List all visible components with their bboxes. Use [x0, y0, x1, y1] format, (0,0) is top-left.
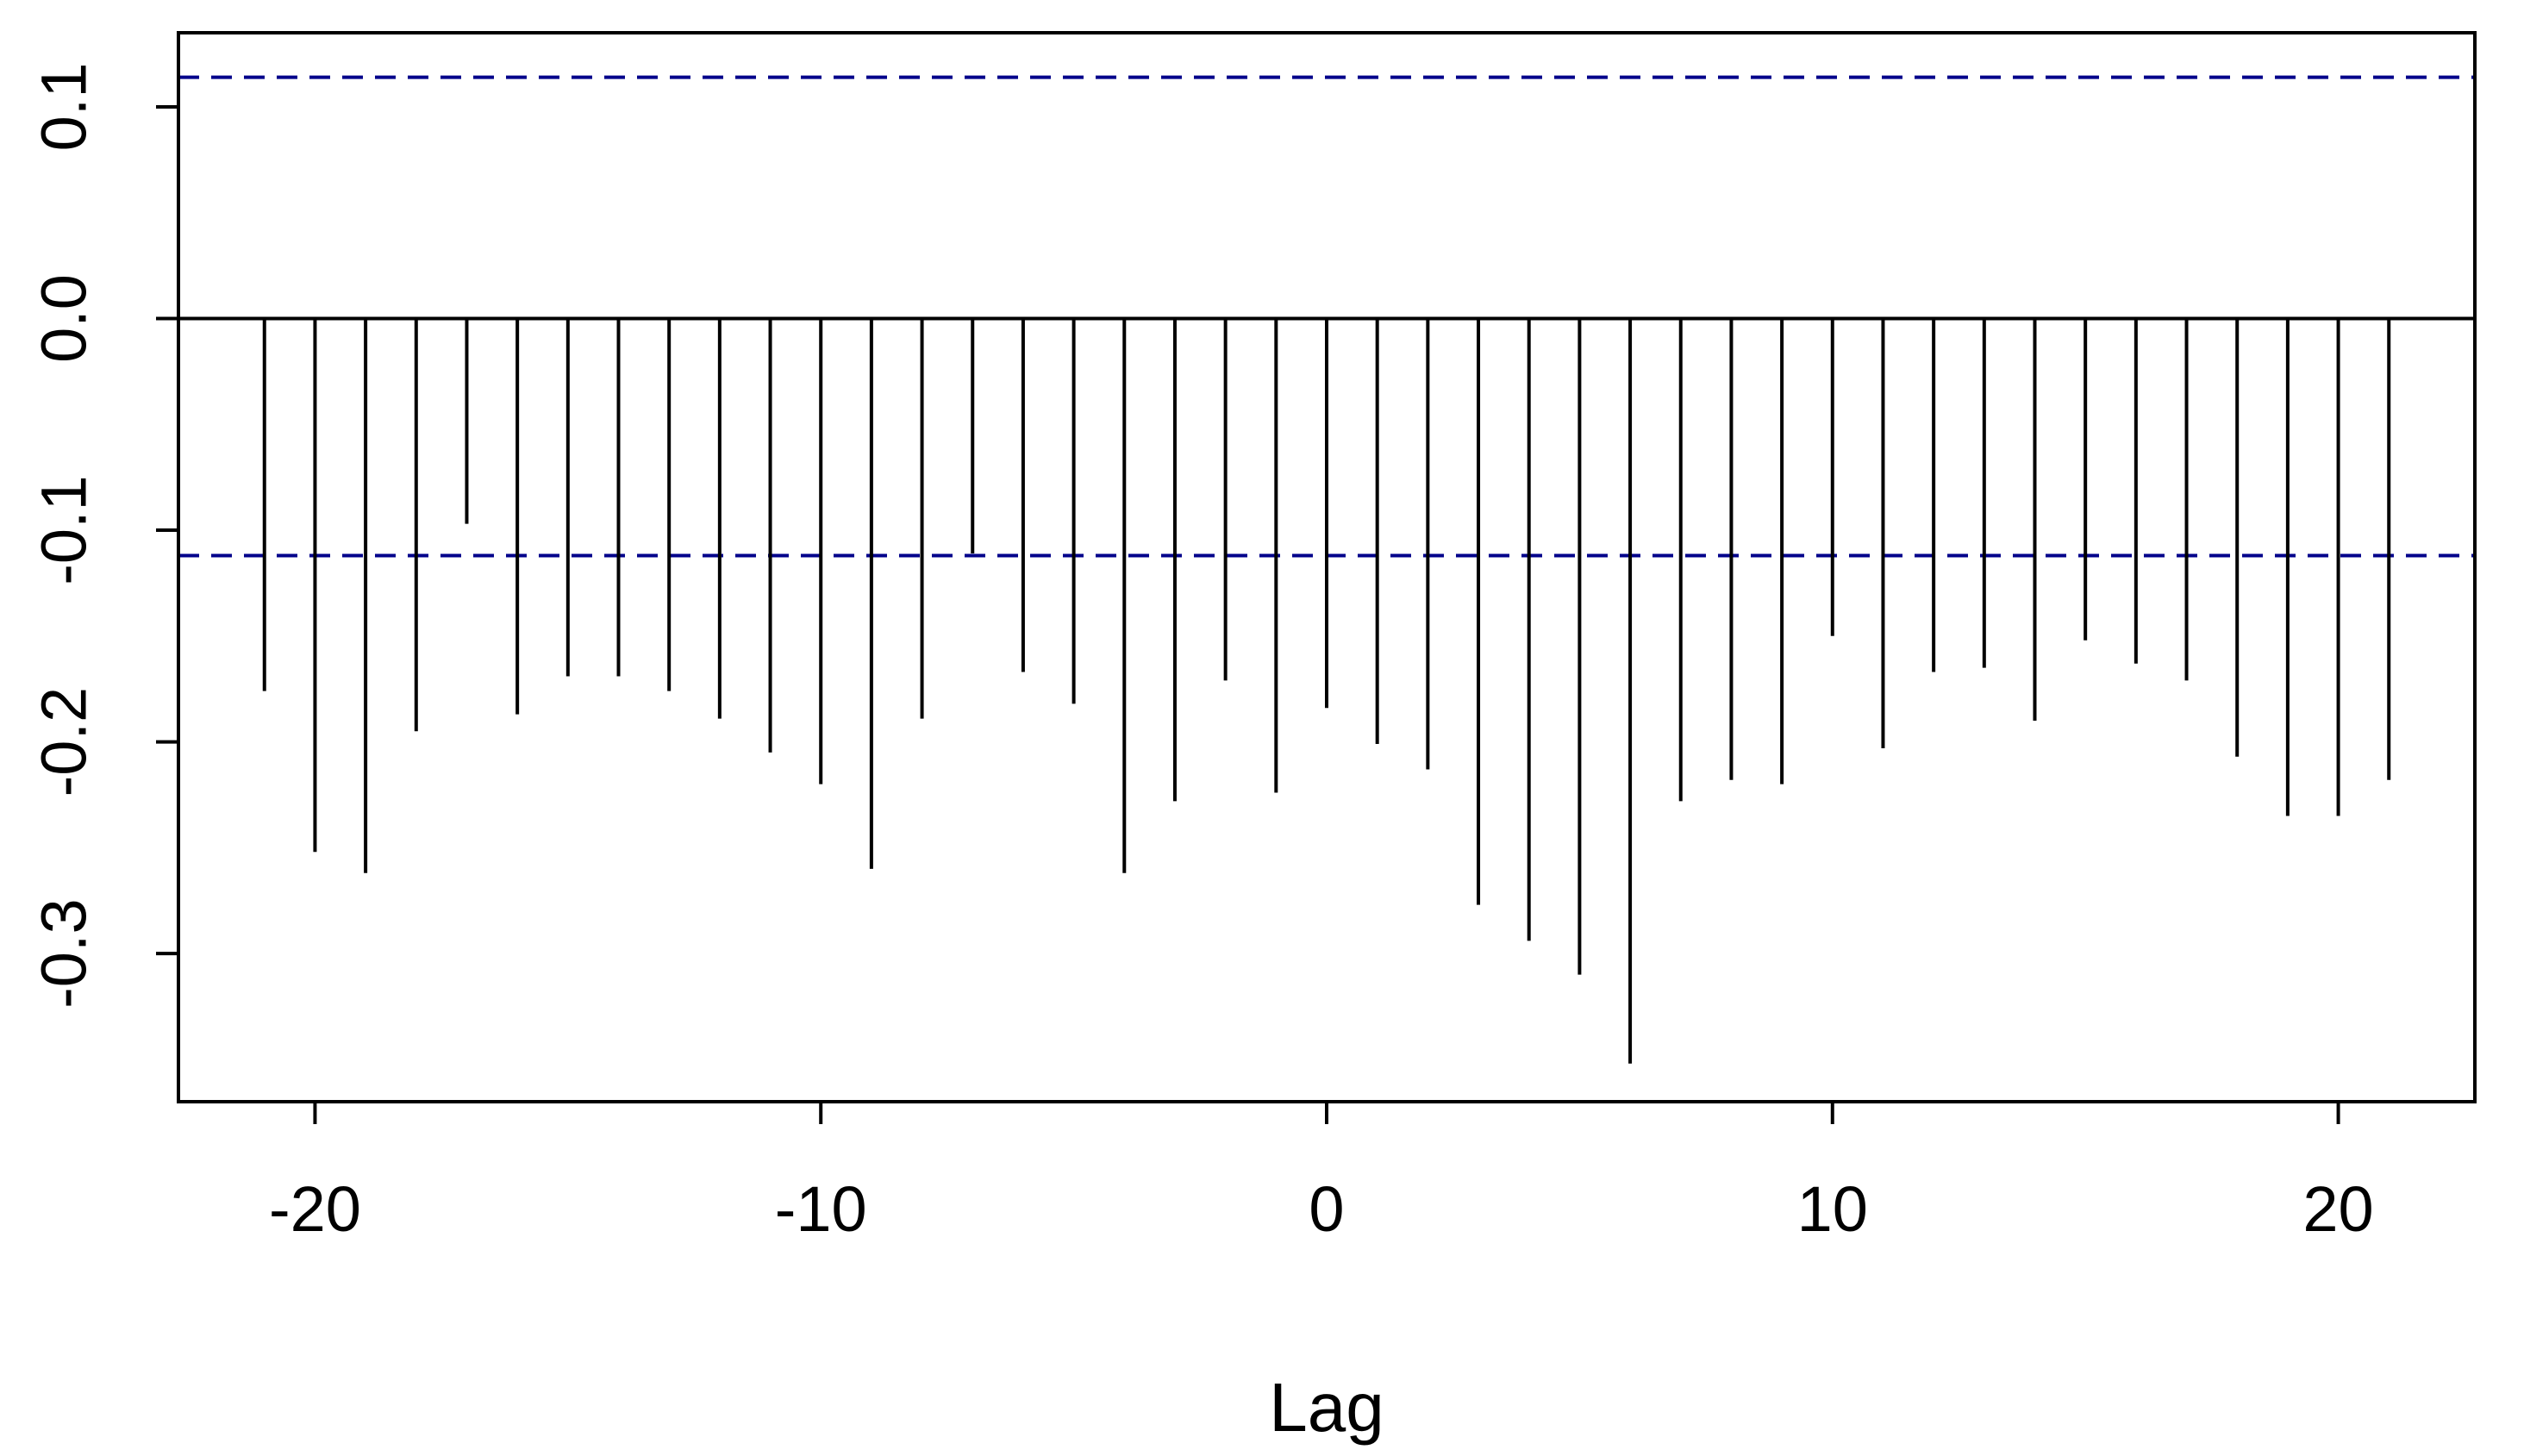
x-axis: -20 -10 0 10 20 — [269, 1100, 2374, 1245]
x-tick-label: 20 — [2302, 1173, 2373, 1245]
x-tick-label: 10 — [1797, 1173, 1868, 1245]
y-tick-label: -0.1 — [28, 475, 100, 585]
lag-spikes — [262, 318, 2391, 1064]
y-tick-label: 0.1 — [28, 63, 100, 152]
y-tick-label: 0.0 — [28, 274, 100, 363]
y-axis: 0.1 0.0 -0.1 -0.2 -0.3 — [28, 63, 180, 1009]
x-tick-label: -20 — [269, 1173, 361, 1245]
x-tick-label: 0 — [1309, 1173, 1344, 1245]
y-tick-label: -0.3 — [28, 898, 100, 1009]
y-tick-label: -0.2 — [28, 687, 100, 797]
x-axis-title: Lag — [1269, 1369, 1384, 1446]
x-tick-label: -10 — [775, 1173, 867, 1245]
